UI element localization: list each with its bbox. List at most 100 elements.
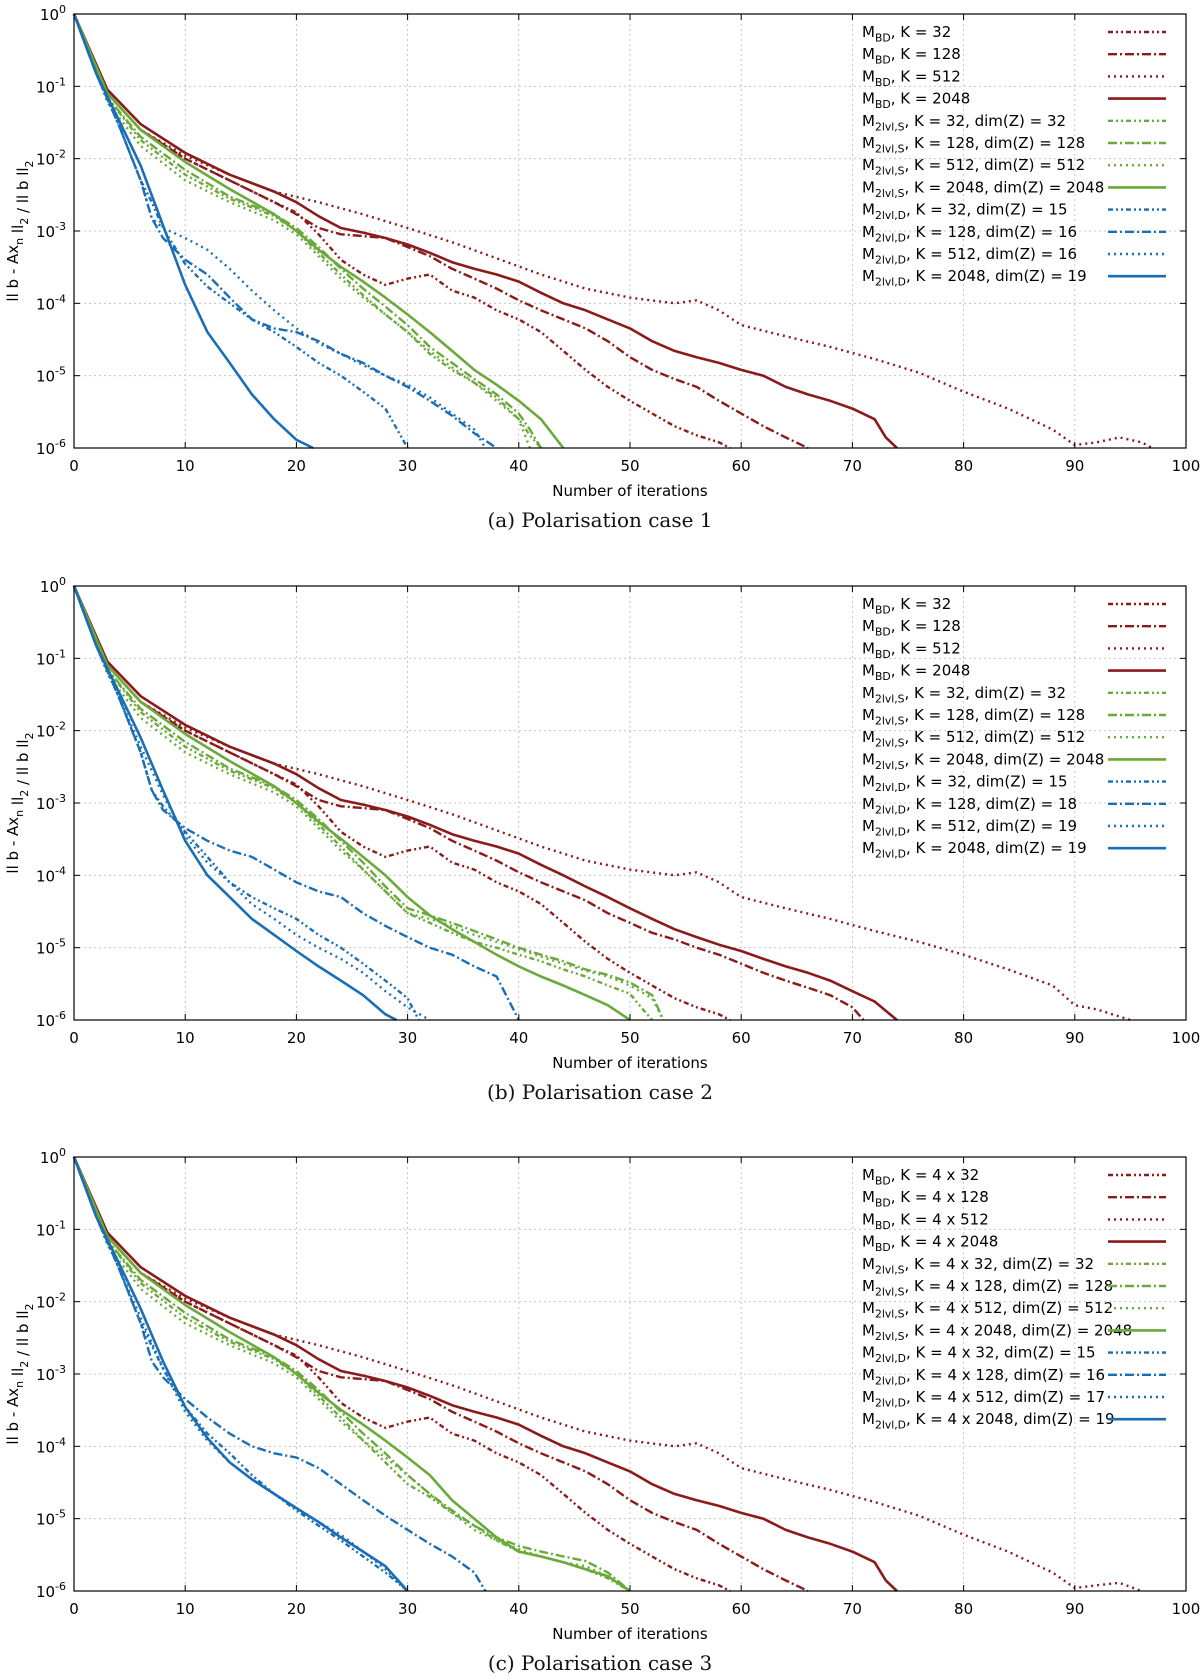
- legend-label: M2lvl,S, K = 512, dim(Z) = 512: [862, 728, 1085, 750]
- series-group: [72, 1156, 1142, 1593]
- x-tick-label: 60: [732, 1029, 751, 1047]
- y-tick-label: 10-4: [36, 1435, 66, 1456]
- x-tick-label: 50: [620, 1029, 639, 1047]
- legend-label: M2lvl,D, K = 32, dim(Z) = 15: [862, 773, 1068, 795]
- x-tick-label: 90: [1065, 457, 1084, 475]
- legend-label: M2lvl,S, K = 4 x 32, dim(Z) = 32: [862, 1255, 1094, 1277]
- x-tick-label: 0: [69, 1029, 79, 1047]
- series-line: [72, 13, 542, 449]
- legend-label: MBD, K = 2048: [862, 662, 970, 684]
- legend-label: MBD, K = 512: [862, 639, 961, 661]
- y-tick-label: 10-2: [36, 1291, 66, 1312]
- series-line: [72, 13, 409, 449]
- legend-label: MBD, K = 32: [862, 595, 951, 617]
- y-tick-label: 10-1: [36, 1218, 66, 1239]
- series-line: [72, 585, 398, 1022]
- x-tick-label: 20: [287, 457, 306, 475]
- x-tick-label: 0: [69, 457, 79, 475]
- series-line: [72, 13, 543, 449]
- x-tick-label: 60: [732, 1600, 751, 1618]
- legend-label: MBD, K = 128: [862, 617, 961, 639]
- grid: [74, 1157, 1186, 1591]
- chart-caption: (b) Polarisation case 2: [487, 1080, 713, 1104]
- y-tick-label: 10-5: [36, 1508, 66, 1529]
- x-tick-label: 30: [398, 1029, 417, 1047]
- chart-b: 0 10 20 30 40 50 60 70 80 90 100 100 10-1 10-2 10-3 10-…: [4, 575, 1200, 1072]
- series-line: [72, 585, 665, 1021]
- legend-label: MBD, K = 4 x 32: [862, 1166, 979, 1188]
- series-line: [72, 585, 865, 1021]
- legend-label: M2lvl,S, K = 4 x 128, dim(Z) = 128: [862, 1277, 1113, 1299]
- legend-label: M2lvl,S, K = 4 x 512, dim(Z) = 512: [862, 1299, 1113, 1321]
- x-axis-label: Number of iterations: [552, 1054, 708, 1072]
- series-line: [72, 1156, 631, 1592]
- x-tick-label: 10: [176, 1600, 195, 1618]
- x-tick-label: 30: [398, 1600, 417, 1618]
- legend-label: M2lvl,D, K = 32, dim(Z) = 15: [862, 201, 1068, 223]
- y-tick-label: 10-4: [36, 292, 66, 313]
- y-tick-label: 10-2: [36, 148, 66, 169]
- legend-label: M2lvl,D, K = 4 x 2048, dim(Z) = 19: [862, 1410, 1115, 1432]
- legend-label: MBD, K = 512: [862, 67, 961, 89]
- legend-label: M2lvl,D, K = 2048, dim(Z) = 19: [862, 267, 1087, 289]
- legend-label: MBD, K = 4 x 512: [862, 1210, 989, 1232]
- y-tick-label: 10-1: [36, 647, 66, 668]
- x-axis-label: Number of iterations: [552, 482, 708, 500]
- x-tick-label: 10: [176, 457, 195, 475]
- series-line: [72, 1156, 809, 1593]
- x-tick-label: 80: [954, 1600, 973, 1618]
- y-tick-label: 10-6: [36, 437, 66, 458]
- y-tick-label: 10-5: [36, 937, 66, 958]
- legend-label: M2lvl,D, K = 512, dim(Z) = 19: [862, 817, 1077, 839]
- x-tick-label: 40: [509, 1600, 528, 1618]
- series-line: [72, 13, 314, 450]
- series-line: [72, 13, 809, 450]
- legend-label: M2lvl,D, K = 128, dim(Z) = 18: [862, 795, 1077, 817]
- x-tick-label: 70: [843, 1029, 862, 1047]
- y-tick-label: 100: [40, 3, 66, 24]
- legend-label: M2lvl,D, K = 4 x 32, dim(Z) = 15: [862, 1344, 1096, 1366]
- series-line: [72, 13, 487, 449]
- series-group: [72, 585, 1131, 1022]
- legend-label: M2lvl,S, K = 128, dim(Z) = 128: [862, 706, 1085, 728]
- chart-c: 0 10 20 30 40 50 60 70 80 90 100 100 10-1 10-2 10-3 10-…: [4, 1146, 1200, 1643]
- x-tick-label: 60: [732, 457, 751, 475]
- legend-label: M2lvl,D, K = 4 x 128, dim(Z) = 16: [862, 1366, 1105, 1388]
- legend-label: M2lvl,D, K = 4 x 512, dim(Z) = 17: [862, 1388, 1105, 1410]
- x-tick-label: 20: [287, 1029, 306, 1047]
- y-tick-label: 10-4: [36, 864, 66, 885]
- x-tick-label: 50: [620, 457, 639, 475]
- y-tick-label: 10-3: [36, 792, 66, 813]
- x-tick-label: 100: [1172, 1600, 1200, 1618]
- x-tick-label: 70: [843, 457, 862, 475]
- x-axis-label: Number of iterations: [552, 1625, 708, 1643]
- series-line: [72, 585, 665, 1021]
- series-line: [72, 1156, 631, 1592]
- x-tick-label: 90: [1065, 1600, 1084, 1618]
- y-tick-label: 10-1: [36, 75, 66, 96]
- grid: [74, 14, 1186, 448]
- x-tick-label: 40: [509, 1029, 528, 1047]
- y-tick-label: 10-6: [36, 1009, 66, 1030]
- series-line: [72, 1156, 631, 1593]
- chart-a: 0 10 20 30 40 50 60 70 80 90 100 100 10-1 10-2 10-3 10-…: [4, 3, 1200, 500]
- y-axis-label: ll b - Axn ll2 / ll b ll2: [4, 732, 36, 873]
- chart-caption: (a) Polarisation case 1: [487, 508, 713, 532]
- series-line: [72, 1156, 1142, 1593]
- series-line: [72, 1156, 898, 1592]
- y-axis-label: ll b - Axn ll2 / ll b ll2: [4, 160, 36, 301]
- x-tick-label: 40: [509, 457, 528, 475]
- series-line: [72, 13, 898, 449]
- series-line: [72, 585, 654, 1021]
- y-tick-label: 100: [40, 575, 66, 596]
- x-tick-label: 100: [1172, 1029, 1200, 1047]
- series-line: [72, 585, 431, 1022]
- x-tick-label: 0: [69, 1600, 79, 1618]
- legend-label: MBD, K = 128: [862, 45, 961, 66]
- legend-label: M2lvl,S, K = 128, dim(Z) = 128: [862, 134, 1085, 156]
- x-tick-label: 80: [954, 1029, 973, 1047]
- x-tick-label: 30: [398, 457, 417, 475]
